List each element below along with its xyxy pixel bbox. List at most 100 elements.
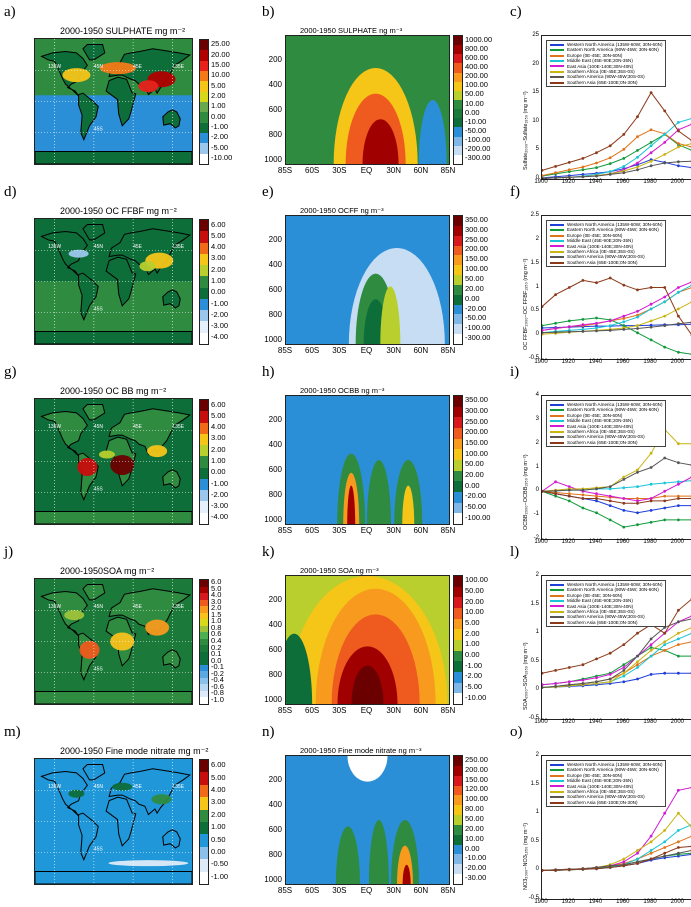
legend-label: Southern Africa (0E-45E;35S-0S) <box>567 429 635 435</box>
timeseries-x-tick: 1980 <box>643 719 657 725</box>
colorbar-swatch <box>454 72 462 82</box>
colorbar-label: -0.6 <box>211 681 224 691</box>
colorbar-label: -4.00 <box>211 332 229 342</box>
series-point <box>554 494 557 498</box>
continent-outline <box>35 691 192 704</box>
series-point <box>622 674 626 678</box>
timeseries-x-tick: 1940 <box>588 539 603 545</box>
colorbar-swatch <box>200 797 208 810</box>
series-point <box>663 300 667 304</box>
timeseries-y-tick: -2 <box>533 535 539 541</box>
continent-outline <box>108 228 192 276</box>
colorbar-swatch <box>454 805 462 816</box>
concentration-hotspot <box>68 249 89 258</box>
section-svg <box>286 396 449 524</box>
series-point <box>622 171 626 175</box>
section-y-tick: 600 <box>268 645 282 655</box>
map-grid-label: 45E <box>133 784 143 790</box>
legend-label: Southern Asia (65E-100E;0N-30N) <box>567 79 638 85</box>
section-x-tick: 85N <box>440 346 456 355</box>
series-point <box>595 316 598 320</box>
series-point <box>649 286 653 289</box>
series-point <box>649 509 653 512</box>
series-point <box>567 168 571 172</box>
legend-entry: Southern Asia (65E-100E;0N-30N) <box>550 620 662 625</box>
series-point <box>649 307 653 311</box>
colorbar-swatch <box>454 576 462 587</box>
colorbar-label: 400.00 <box>465 62 488 71</box>
colorbar-label: -50.00 <box>465 313 487 323</box>
series-line <box>542 160 691 179</box>
legend-entry: Southern Asia (65E-100E;0N-30N) <box>550 800 662 805</box>
colorbar-label: -2.00 <box>211 489 229 499</box>
panel-label: e) <box>262 184 274 200</box>
series-line <box>542 301 691 335</box>
colorbar-label: 5.00 <box>211 80 226 90</box>
colorbar-swatch <box>200 821 208 835</box>
series-point <box>677 482 680 486</box>
colorbar-label: 6.00 <box>211 760 226 770</box>
section-x-tick: 85N <box>440 886 456 895</box>
legend-entry: Western North America (135W-60W; 30N-60N… <box>550 762 662 767</box>
colorbar-label: 0.8 <box>211 622 222 632</box>
colorbar-swatch <box>200 287 208 299</box>
colorbar-swatch <box>454 682 462 694</box>
map-grid-label: 45S <box>94 487 104 493</box>
colorbar-swatch <box>454 785 462 796</box>
section-x-tick: 60S <box>305 166 320 175</box>
section-title: 2000-1950 SULPHATE ng m⁻³ <box>300 26 403 35</box>
series-point <box>542 329 544 332</box>
colorbar-label: 4.0 <box>211 590 222 600</box>
colorbar-label: -1.00 <box>211 121 229 131</box>
legend-swatch <box>550 610 564 613</box>
colorbar-swatch <box>200 231 208 243</box>
legend-entry: Eastern North America (90W-45W; 30N-60N) <box>550 767 662 772</box>
figure-row: a) b) c) 2000-1950 SULPHATE mg m⁻² 2000-1950… <box>0 4 691 185</box>
timeseries-y-tick: 1 <box>535 629 539 636</box>
map-grid-label: 45N <box>94 784 104 790</box>
legend-swatch <box>550 403 564 406</box>
legend-entry: Southern America (90W-45W;30S-0S) <box>550 434 662 439</box>
colorbar-swatch <box>200 612 208 620</box>
series-point <box>636 663 639 667</box>
colorbar-swatch <box>454 154 462 164</box>
series-point <box>649 673 653 676</box>
series-point <box>677 164 680 168</box>
timeseries-x-tick: 1920 <box>561 539 575 545</box>
map-grid-label: 135W <box>48 64 61 70</box>
colorbar-label: 50.00 <box>465 586 484 595</box>
colorbar-label: 0.00 <box>211 467 226 477</box>
timeseries-y-tick: 0 <box>535 686 539 693</box>
series-point <box>622 666 626 669</box>
series-point <box>554 685 557 688</box>
colorbar-swatch <box>454 136 462 146</box>
legend-swatch <box>550 605 564 608</box>
series-point <box>608 680 612 684</box>
colorbar-swatch <box>454 216 462 226</box>
map-grid-label: 45E <box>133 244 143 250</box>
series-point <box>649 497 653 500</box>
colorbar-swatch <box>454 824 462 835</box>
series-point <box>608 487 612 491</box>
series-point <box>663 314 667 318</box>
timeseries-y-tick: 15 <box>532 89 539 96</box>
map-panel: 135W 45N 45S 45E 135E <box>34 218 193 345</box>
continent-outline <box>35 331 192 344</box>
legend-entry: Southern America (90W-45W;30S-0S) <box>550 74 662 79</box>
legend-swatch <box>550 425 564 428</box>
legend-label: Europe (0E-45E; 30N-60N) <box>567 232 623 238</box>
legend-entry: Europe (0E-45E; 30N-60N) <box>550 773 662 778</box>
colorbar-swatch <box>454 45 462 55</box>
colorbar-swatch <box>200 332 208 344</box>
map-grid-label: 135W <box>48 604 61 610</box>
colorbar-label: 5.00 <box>211 410 226 420</box>
series-point <box>649 319 653 323</box>
colorbar-swatch <box>200 456 208 468</box>
series-point <box>567 499 571 503</box>
timeseries-y-tick: 1.5 <box>530 600 539 607</box>
section-x-tick: 85S <box>277 166 293 175</box>
timeseries-y-tick: 20 <box>532 60 539 67</box>
series-point <box>542 174 544 177</box>
section-y-tick: 1000 <box>264 515 282 525</box>
legend-label: Eastern North America (90W-45W; 30N-60N) <box>567 587 659 593</box>
